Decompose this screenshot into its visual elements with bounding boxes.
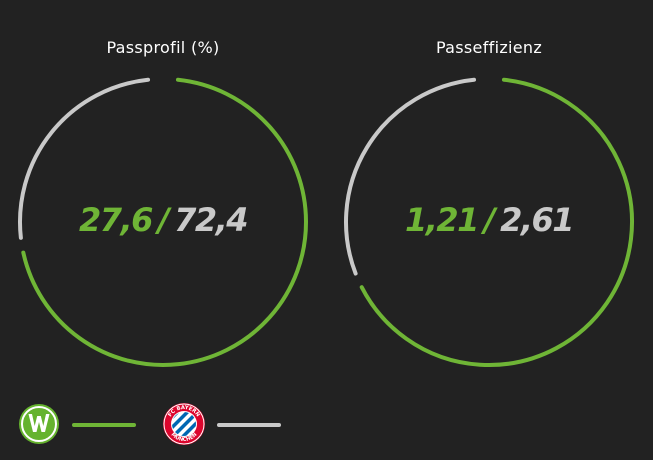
- panel-title: Passeffizienz: [435, 38, 543, 57]
- legend-item-home: [18, 402, 136, 450]
- away-value: 72,4: [174, 201, 248, 239]
- home-arc: [21, 77, 308, 367]
- svg-text:MÜNCHEN: MÜNCHEN: [170, 432, 199, 443]
- passeffizienz-panel: Passeffizienz 1,21/2,61: [326, 0, 652, 380]
- home-value: 27,6: [78, 201, 153, 239]
- home-value: 1,21: [404, 201, 479, 239]
- value-separator: /: [483, 201, 496, 239]
- value-separator: /: [157, 201, 170, 239]
- away-value: 2,61: [500, 201, 574, 239]
- passprofil-panel: Passprofil (%) 27,6/72,4: [0, 0, 326, 380]
- home-arc: [359, 77, 634, 367]
- away-legend-line: [217, 423, 281, 427]
- value-readout: 27,6/72,4: [0, 200, 326, 240]
- vfl-wolfsburg-logo-icon: [19, 404, 59, 444]
- passeffizienz-ring-chart: [344, 77, 634, 367]
- away-arc: [344, 77, 477, 276]
- panel-title: Passprofil (%): [106, 38, 220, 57]
- passprofil-ring-chart: [18, 77, 308, 367]
- value-readout: 1,21/2,61: [326, 200, 652, 240]
- legend-item-away: FC BAYERN MÜNCHEN: [162, 402, 281, 450]
- fc-bayern-muenchen-logo-icon: FC BAYERN MÜNCHEN: [163, 403, 205, 445]
- home-legend-line: [72, 423, 136, 427]
- away-arc: [18, 77, 151, 240]
